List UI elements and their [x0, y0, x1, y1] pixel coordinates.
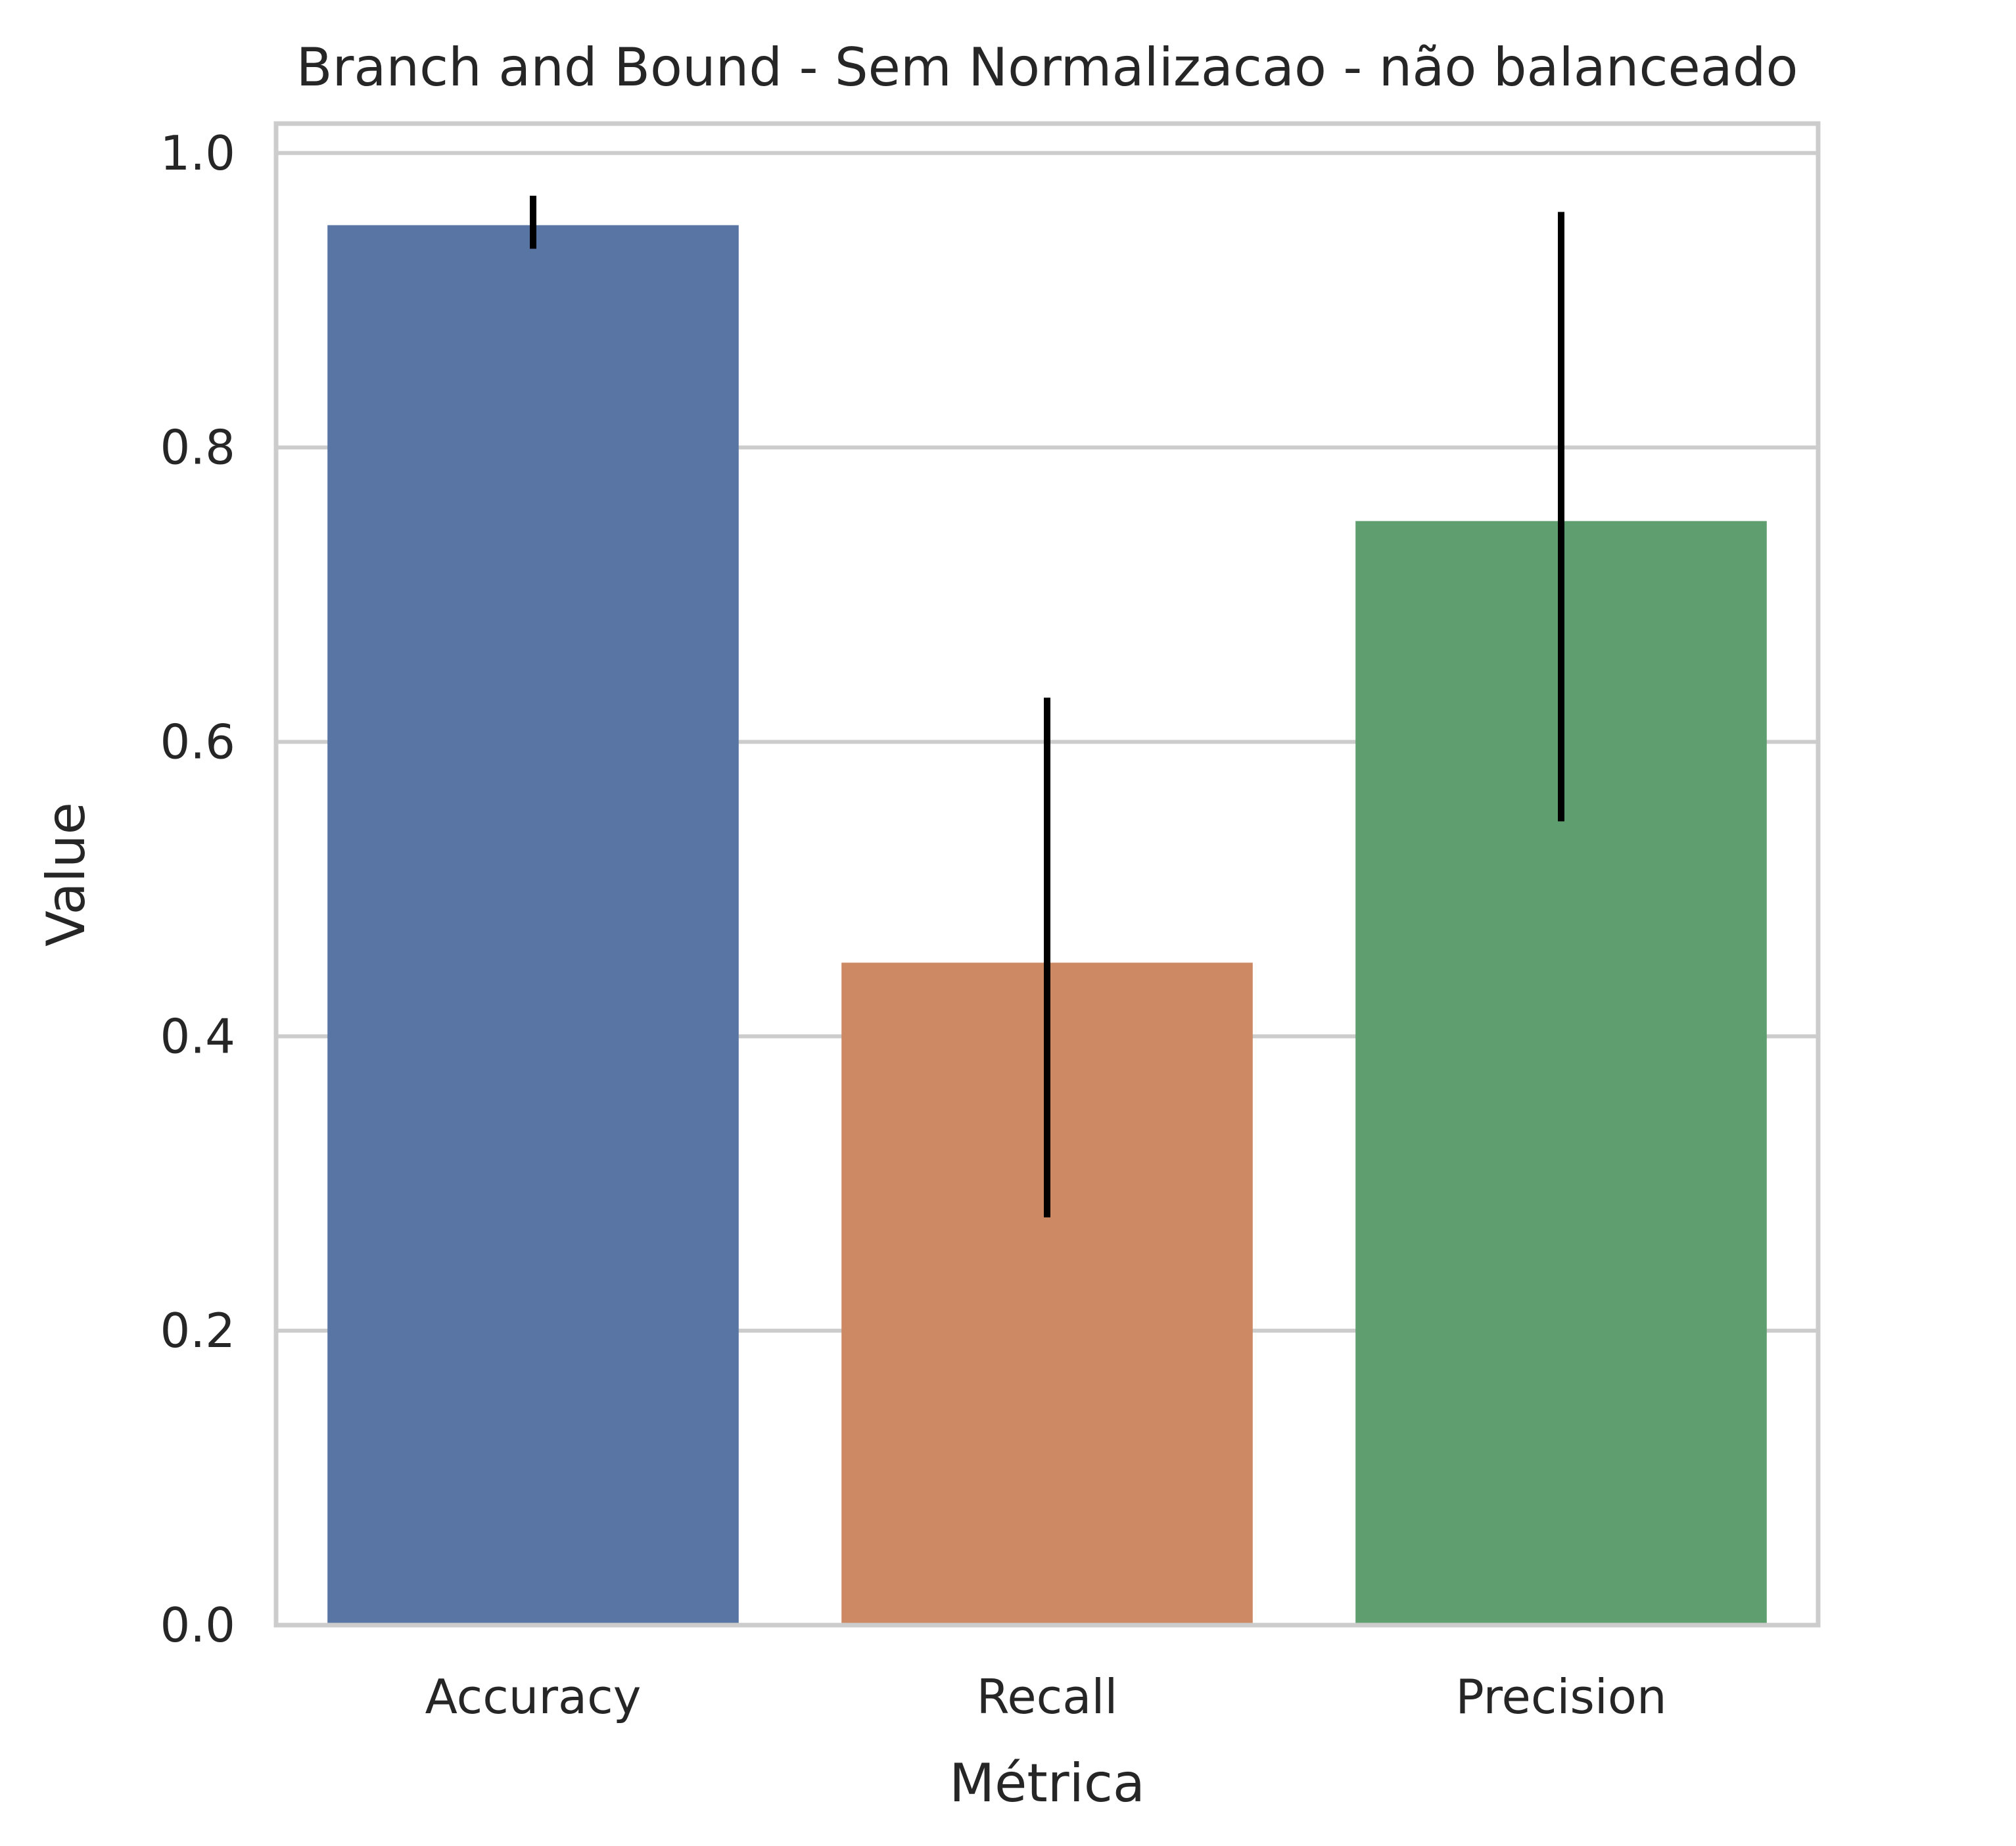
chart-title: Branch and Bound - Sem Normalizacao - nã…: [296, 37, 1798, 98]
x-tick-label: Precision: [1455, 1669, 1666, 1724]
y-tick-label: 0.4: [160, 1008, 235, 1064]
x-axis-label: Métrica: [949, 1753, 1145, 1814]
y-tick-label: 0.2: [160, 1303, 235, 1358]
y-tick-label: 1.0: [160, 126, 235, 181]
bar-accuracy: [327, 225, 739, 1626]
x-tick-label: Recall: [977, 1669, 1118, 1724]
error-bars: [530, 195, 1564, 1218]
y-tick-label: 0.8: [160, 420, 235, 475]
y-axis-label: Value: [35, 802, 97, 947]
y-tick-label: 0.6: [160, 714, 235, 769]
y-tick-label: 0.0: [160, 1598, 235, 1653]
plot-frame: [273, 121, 1821, 1628]
x-tick-label: Accuracy: [425, 1669, 642, 1724]
y-tick-labels: 0.0 0.2 0.4 0.6 0.8 1.0: [160, 126, 235, 1653]
bars: [327, 225, 1767, 1626]
x-tick-labels: Accuracy Recall Precision: [425, 1669, 1667, 1724]
